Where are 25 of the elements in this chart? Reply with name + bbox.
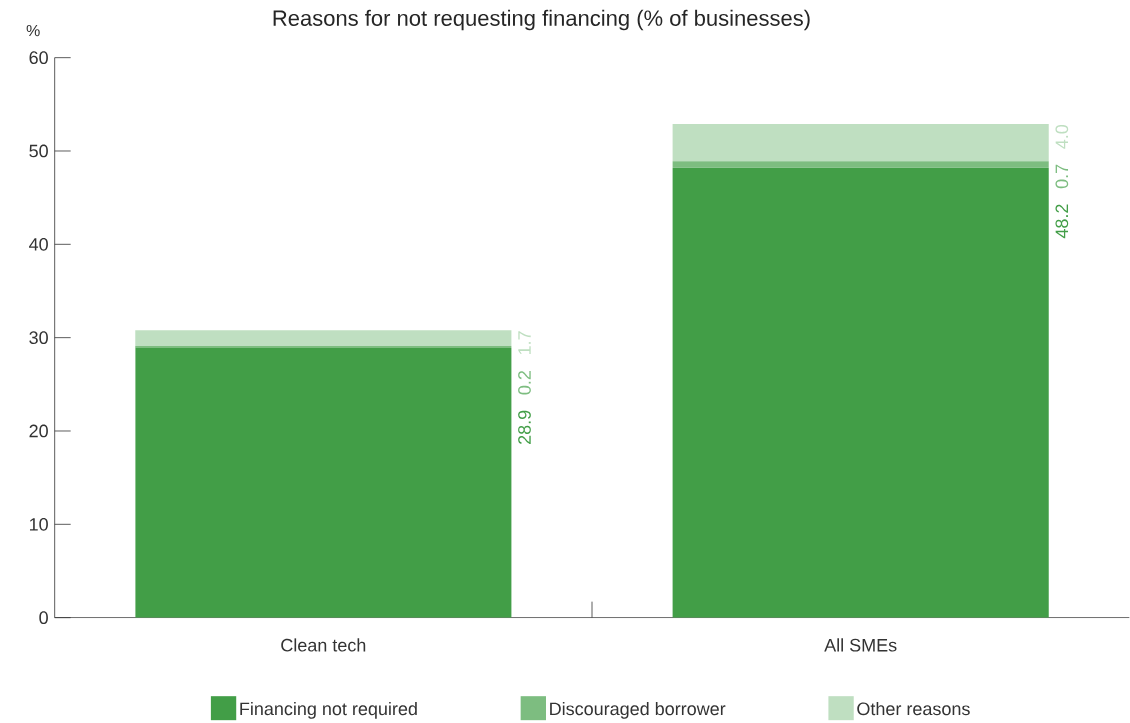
y-tick-label: 30 <box>29 331 48 345</box>
data-label: 4.0 <box>1055 124 1069 149</box>
y-tick-label: 0 <box>39 611 48 625</box>
x-tick-label: Clean tech <box>281 638 366 652</box>
y-axis-title: % <box>26 24 40 37</box>
y-tick-label: 50 <box>29 144 48 158</box>
data-label: 0.7 <box>1055 164 1069 189</box>
data-label: 28.9 <box>518 410 531 444</box>
chart-title: Reasons for not requesting financing (% of businesses) <box>273 9 810 31</box>
bar <box>135 330 512 347</box>
bar <box>672 167 1049 618</box>
legend-label: Other reasons <box>857 701 970 716</box>
bar <box>135 347 512 618</box>
y-tick-label: 40 <box>29 237 48 251</box>
legend-label: Discouraged borrower <box>550 701 726 719</box>
data-label: 0.2 <box>518 371 531 395</box>
bar <box>672 161 1049 168</box>
data-label: 48.2 <box>1055 204 1069 239</box>
y-tick-label: 20 <box>29 424 48 438</box>
y-tick-label: 60 <box>29 51 48 65</box>
data-label: 1.7 <box>518 331 531 355</box>
y-tick-label: 10 <box>29 517 48 531</box>
legend-label: Financing not required <box>240 701 417 719</box>
bar <box>672 123 1049 162</box>
x-tick-label: All SMEs <box>824 638 897 652</box>
